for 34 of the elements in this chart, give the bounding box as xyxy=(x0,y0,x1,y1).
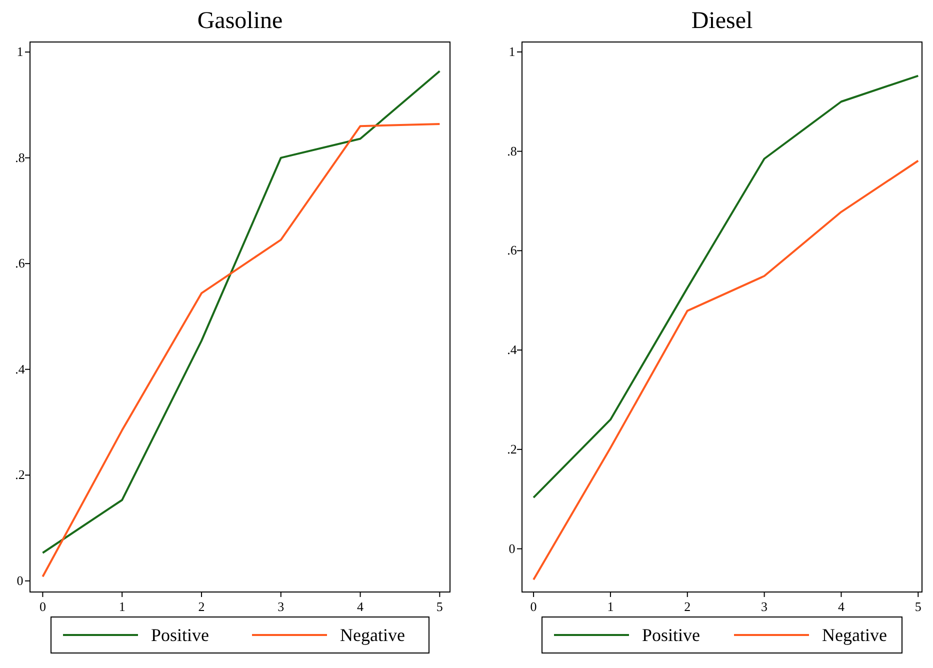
x-tick-label: 3 xyxy=(761,599,768,614)
x-tick-label: 4 xyxy=(838,599,845,614)
line-series xyxy=(532,74,920,499)
y-tick-label: .6 xyxy=(15,256,26,271)
x-tick-label: 1 xyxy=(607,599,614,614)
x-tick-label: 1 xyxy=(118,599,126,614)
legend-label: Positive xyxy=(151,625,210,645)
y-tick-label: 1 xyxy=(16,44,24,60)
y-tick-label: .2 xyxy=(15,467,25,482)
y-tick-label: 1 xyxy=(508,44,516,59)
y-tick-label: .6 xyxy=(507,242,518,258)
x-tick-label: 0 xyxy=(530,599,537,614)
x-tick-label: 2 xyxy=(684,599,691,614)
legend-label: Negative xyxy=(340,625,405,645)
line-series xyxy=(42,122,441,578)
x-tick-label: 0 xyxy=(39,599,46,614)
y-tick-label: .4 xyxy=(15,361,26,376)
y-tick-label: .2 xyxy=(507,441,517,456)
y-tick-label: .8 xyxy=(507,143,517,158)
y-tick-label: 0 xyxy=(16,572,24,588)
x-tick-label: 3 xyxy=(278,599,284,614)
chart-title: Gasoline xyxy=(197,8,283,34)
legend-label: Negative xyxy=(822,625,887,645)
line-series xyxy=(42,70,441,554)
x-tick-label: 5 xyxy=(914,599,922,614)
line-series xyxy=(532,160,920,581)
y-tick-label: .4 xyxy=(507,342,518,358)
x-tick-label: 5 xyxy=(436,599,443,614)
legend-label: Positive xyxy=(642,625,700,645)
y-tick-label: 0 xyxy=(508,540,516,556)
x-tick-label: 2 xyxy=(198,599,205,614)
y-tick-label: .8 xyxy=(15,150,25,165)
x-tick-label: 4 xyxy=(357,599,364,614)
chart-title: Diesel xyxy=(691,8,753,34)
